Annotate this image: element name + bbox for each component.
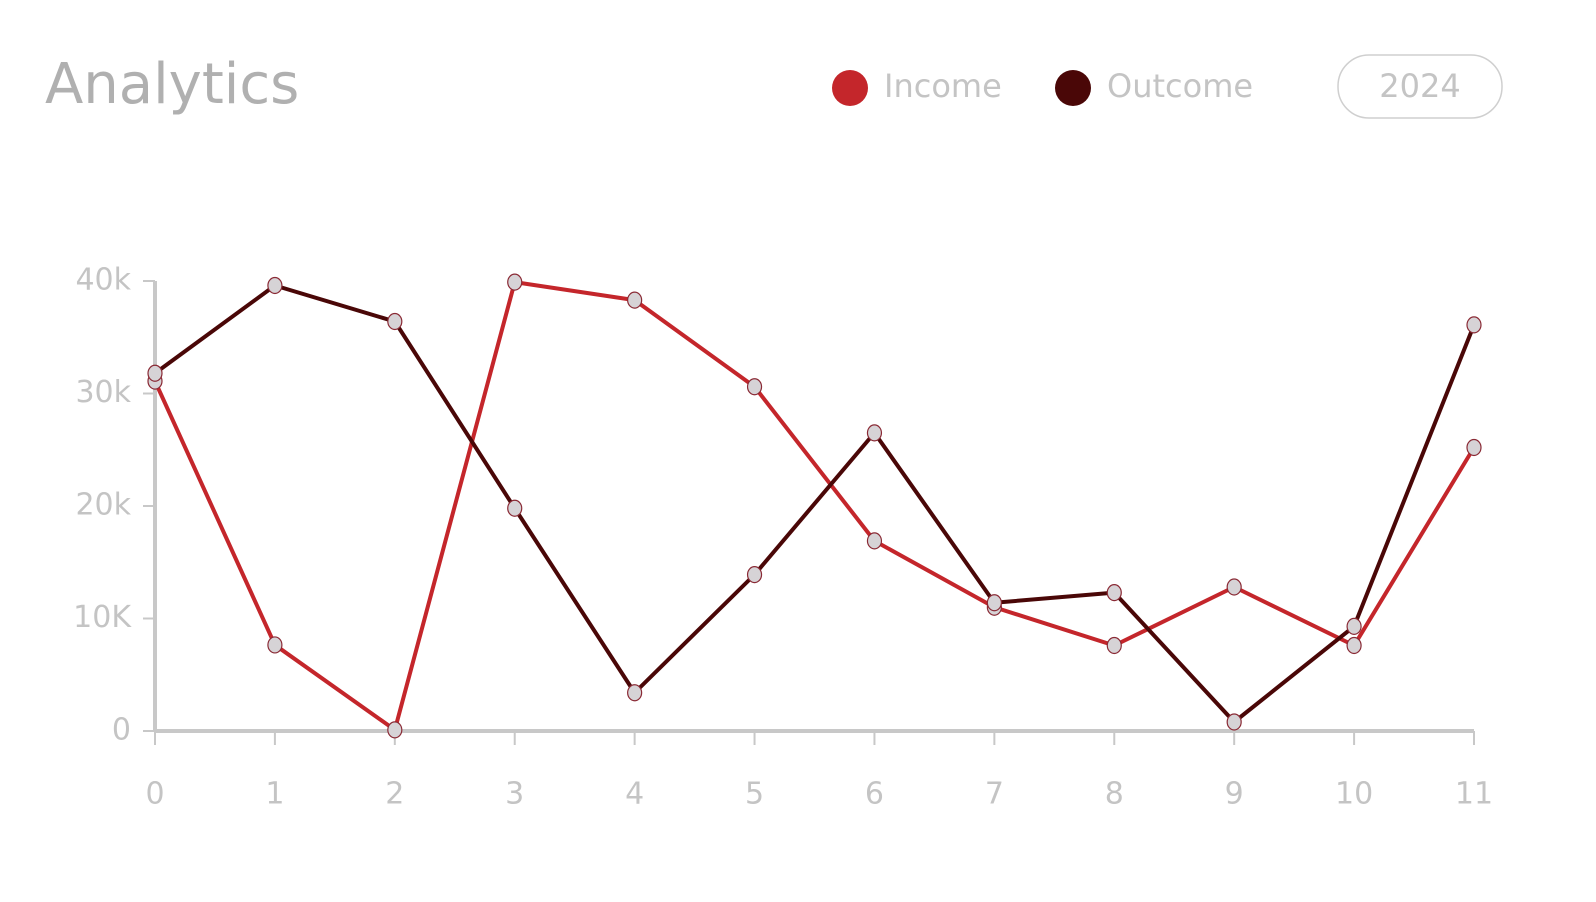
data-point <box>1466 438 1482 457</box>
data-point <box>147 364 163 382</box>
x-tick-label: 8 <box>1105 777 1124 812</box>
data-point <box>627 684 643 702</box>
data-point <box>1346 617 1362 635</box>
data-point <box>986 594 1002 612</box>
y-tick-label: 10K <box>73 600 132 635</box>
data-point <box>387 312 403 331</box>
x-tick-label: 10 <box>1335 777 1373 812</box>
x-tick-label: 4 <box>625 777 644 812</box>
x-tick-label: 11 <box>1455 777 1493 812</box>
legend-label: Outcome <box>1107 67 1253 105</box>
data-point <box>746 378 763 396</box>
legend-swatch <box>1055 70 1091 106</box>
year-button[interactable]: 2024 <box>1337 54 1503 119</box>
series-line <box>153 283 1476 724</box>
data-point <box>507 273 523 291</box>
x-tick-label: 0 <box>145 777 164 812</box>
data-point <box>1106 636 1122 655</box>
series-line <box>153 280 1476 732</box>
y-tick-label: 40k <box>75 263 131 298</box>
data-point <box>267 276 283 295</box>
data-point <box>746 566 763 584</box>
year-button-label[interactable]: 2024 <box>1379 67 1460 105</box>
x-tick-label: 1 <box>265 777 284 812</box>
data-point <box>627 291 643 309</box>
data-point <box>1466 316 1482 334</box>
y-tick-label: 20k <box>75 488 131 523</box>
data-point <box>866 532 883 550</box>
data-point <box>1226 578 1242 596</box>
y-tick-label: 0 <box>112 713 131 748</box>
x-tick-label: 6 <box>865 777 884 812</box>
x-tick-label: 9 <box>1225 777 1244 812</box>
year-button-frame[interactable] <box>1337 54 1503 119</box>
x-tick-label: 3 <box>505 777 524 812</box>
y-tick-label: 30k <box>75 375 131 410</box>
x-tick-label: 7 <box>985 777 1004 812</box>
legend-label: Income <box>884 67 1002 105</box>
legend-swatch <box>832 70 868 106</box>
x-tick-label: 2 <box>385 777 404 812</box>
chart-title: Analytics <box>45 52 299 117</box>
data-point <box>1346 636 1362 655</box>
data-point <box>1226 713 1242 731</box>
x-tick-label: 5 <box>745 777 764 812</box>
data-point <box>1106 584 1122 602</box>
data-point <box>267 636 283 654</box>
data-point <box>507 499 523 517</box>
data-point <box>387 721 403 739</box>
data-point <box>866 424 883 442</box>
